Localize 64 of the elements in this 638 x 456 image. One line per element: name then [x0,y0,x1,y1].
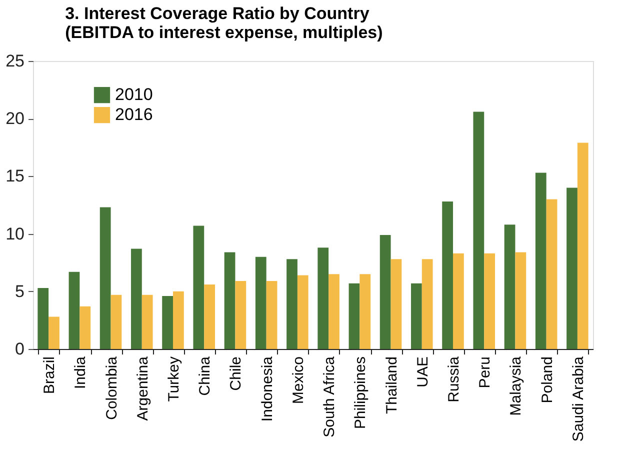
bar [504,224,516,349]
bar [297,275,308,349]
bar [80,306,91,349]
bar [360,274,371,349]
x-tick-label: Mexico [290,356,307,404]
bar [100,207,111,349]
bar [348,283,360,349]
bar [162,296,173,349]
bar [266,281,278,349]
bar [328,274,340,349]
text: 3. Interest Coverage Ratio by Country [65,4,370,23]
bar [422,259,433,349]
bar [473,112,484,349]
x-tick-label: Argentina [134,356,152,421]
y-tick-label: 10 [6,224,24,244]
y-tick-label: 15 [6,166,24,186]
bar [318,248,329,349]
bar [380,234,391,349]
bar [48,316,60,349]
bar [566,188,578,349]
x-tick-label: Peru [476,356,494,388]
x-tick-label: Poland [538,356,556,404]
x-tick-label: South Africa [321,356,338,438]
bar [38,288,49,349]
bar [224,252,236,349]
bar [535,172,546,349]
x-tick-label: Saudi Arabia [570,356,587,442]
x-tick-label: India [72,356,90,390]
y-tick-label: 5 [15,282,24,301]
bar [577,142,588,349]
text: (EBITDA to interest expense, multiples) [65,23,383,42]
x-tick-label: Chile [228,356,245,391]
bar [442,202,453,349]
x-tick-label: Philippines [352,356,370,430]
x-tick-label: China [196,356,214,396]
x-tick-label: Russia [446,356,462,402]
bar [235,281,246,349]
bar [484,253,495,349]
x-tick-label: UAE [414,356,432,388]
bar [390,259,402,349]
bar [173,291,184,349]
y-tick-label: 20 [6,109,24,128]
bar [546,199,558,349]
x-tick-label: Malaysia [508,356,525,416]
bar [255,256,266,349]
legend-label: 2010 [115,85,153,104]
y-tick-label: 0 [15,340,24,358]
bar [68,272,80,349]
y-tick-label: 25 [6,52,24,70]
bar [110,294,122,349]
x-tick-label: Indonesia [258,356,276,422]
bar [411,283,422,349]
bar [286,259,298,349]
bar [131,248,142,349]
bar [515,252,526,349]
bar [204,284,215,349]
bar [193,226,204,349]
bar [453,253,464,349]
x-tick-label: Thailand [383,356,400,414]
x-tick-label: Turkey [166,356,182,402]
bar [142,294,153,349]
x-tick-label: Brazil [41,356,58,394]
x-tick-label: Colombia [103,356,120,420]
legend-label: 2016 [115,105,153,124]
